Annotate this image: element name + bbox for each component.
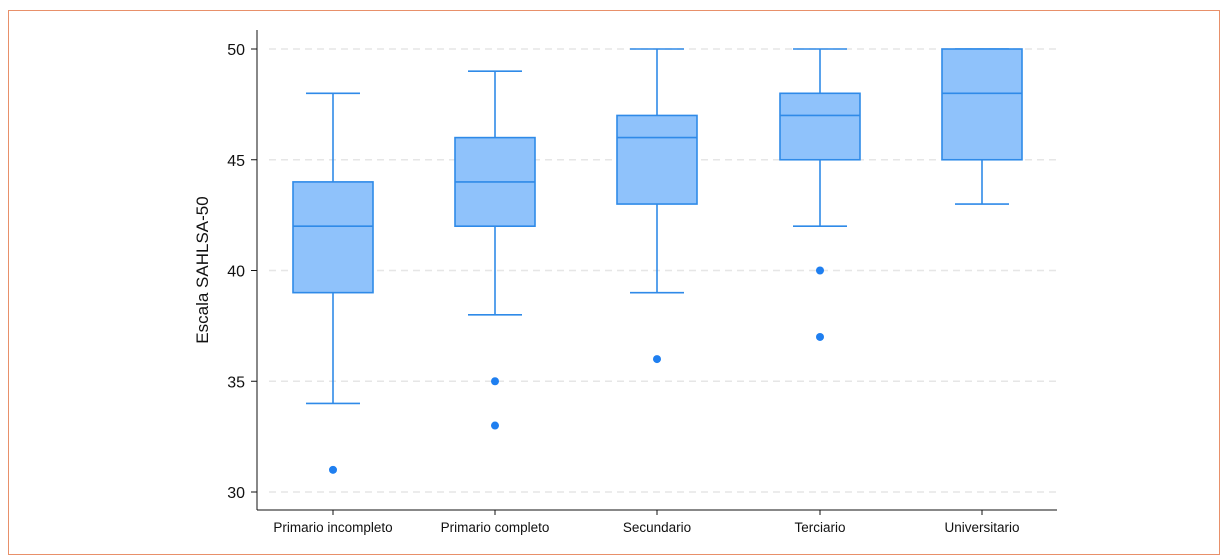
y-tick-label-35: 35 bbox=[227, 374, 245, 391]
x-tick-label-universitario: Universitario bbox=[944, 520, 1019, 535]
outlier-point bbox=[329, 465, 337, 474]
y-tick-label-50: 50 bbox=[227, 42, 245, 59]
box-primario-incompleto bbox=[292, 92, 374, 474]
outlier-point bbox=[491, 421, 499, 430]
x-tick-label-secundario: Secundario bbox=[623, 520, 691, 535]
box-secundario bbox=[616, 48, 698, 364]
box-primario-completo bbox=[454, 70, 536, 430]
outlier-point bbox=[816, 266, 824, 275]
iqr-box bbox=[779, 92, 861, 161]
x-tick-label-primario-completo: Primario completo bbox=[441, 520, 550, 535]
y-tick-label-30: 30 bbox=[227, 485, 245, 502]
x-tick-label-primario-incompleto: Primario incompleto bbox=[273, 520, 392, 535]
iqr-box bbox=[292, 181, 374, 294]
box-series bbox=[292, 48, 1023, 474]
y-tick-label-40: 40 bbox=[227, 264, 245, 281]
y-tick-label-45: 45 bbox=[227, 153, 245, 170]
iqr-box bbox=[616, 114, 698, 205]
outlier-point bbox=[491, 377, 499, 386]
iqr-box bbox=[941, 48, 1023, 161]
outlier-point bbox=[816, 332, 824, 341]
axes: 30 35 40 45 50 Primario incompleto Primario co… bbox=[227, 30, 1057, 535]
box-terciario bbox=[779, 48, 861, 341]
outlier-point bbox=[653, 355, 661, 364]
box-universitario bbox=[941, 48, 1023, 205]
y-axis-title: Escala SAHLSA-50 bbox=[193, 196, 212, 343]
x-tick-label-terciario: Terciario bbox=[794, 520, 845, 535]
